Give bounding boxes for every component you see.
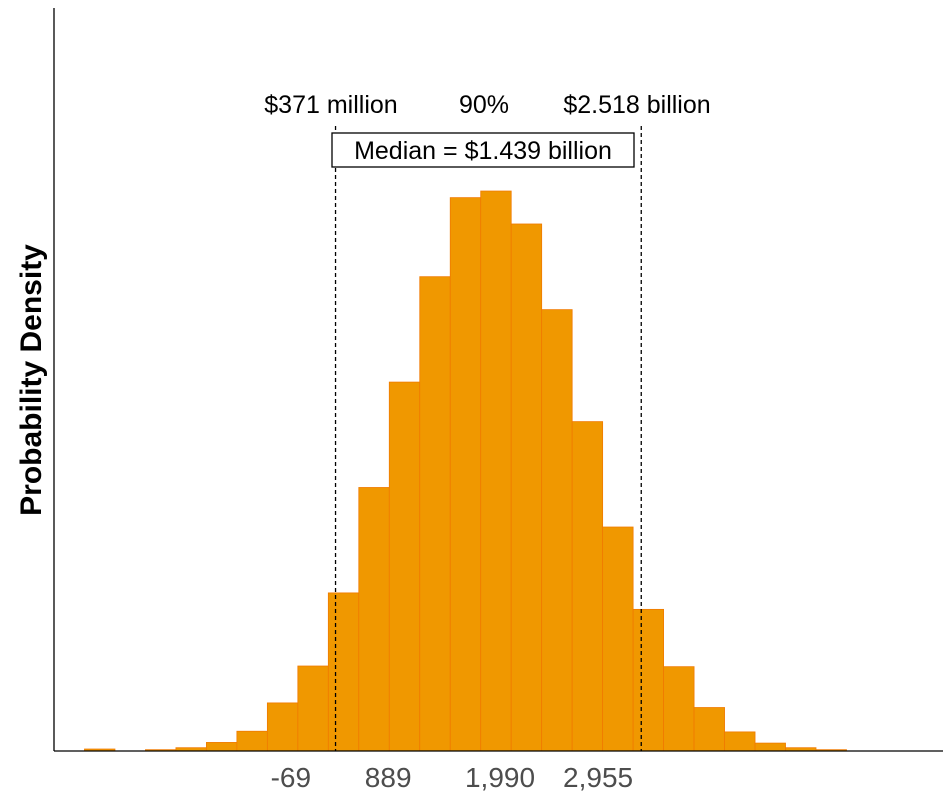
histogram-bar bbox=[541, 309, 573, 752]
upper-bound-label: $2.518 billion bbox=[563, 91, 710, 119]
histogram-bar bbox=[449, 197, 482, 752]
lower-bound-label: $371 million bbox=[264, 91, 397, 119]
histogram-bar bbox=[297, 665, 329, 752]
histogram-bar bbox=[205, 742, 238, 752]
histogram-bar bbox=[571, 421, 604, 752]
histogram-bar bbox=[327, 592, 360, 752]
histogram-bar bbox=[419, 276, 451, 752]
interval-lines bbox=[334, 126, 642, 751]
histogram-bar bbox=[602, 526, 634, 752]
histogram-bar bbox=[480, 190, 512, 752]
histogram-bar bbox=[724, 731, 756, 752]
x-tick-label: 1,990 bbox=[465, 762, 535, 793]
histogram-bar bbox=[510, 223, 543, 752]
histogram-bar bbox=[266, 702, 299, 752]
histogram-bar bbox=[693, 707, 725, 752]
x-tick-label: 2,955 bbox=[563, 762, 633, 793]
x-tick-labels: -69 889 1,990 2,955 bbox=[271, 762, 634, 793]
histogram-bars bbox=[84, 190, 847, 752]
median-label: Median = $1.439 billion bbox=[354, 137, 612, 165]
interval-percent-label: 90% bbox=[459, 91, 509, 119]
x-tick-label: -69 bbox=[271, 762, 311, 793]
histogram-bar bbox=[236, 730, 268, 752]
y-axis-label: Probability Density bbox=[15, 244, 48, 516]
histogram-bar bbox=[632, 608, 664, 752]
histogram-bar bbox=[388, 381, 421, 752]
median-label-box bbox=[331, 132, 635, 168]
histogram-bar bbox=[754, 742, 786, 752]
histogram-bar bbox=[358, 487, 390, 752]
histogram-bar bbox=[663, 666, 695, 752]
x-tick-label: 889 bbox=[365, 762, 412, 793]
